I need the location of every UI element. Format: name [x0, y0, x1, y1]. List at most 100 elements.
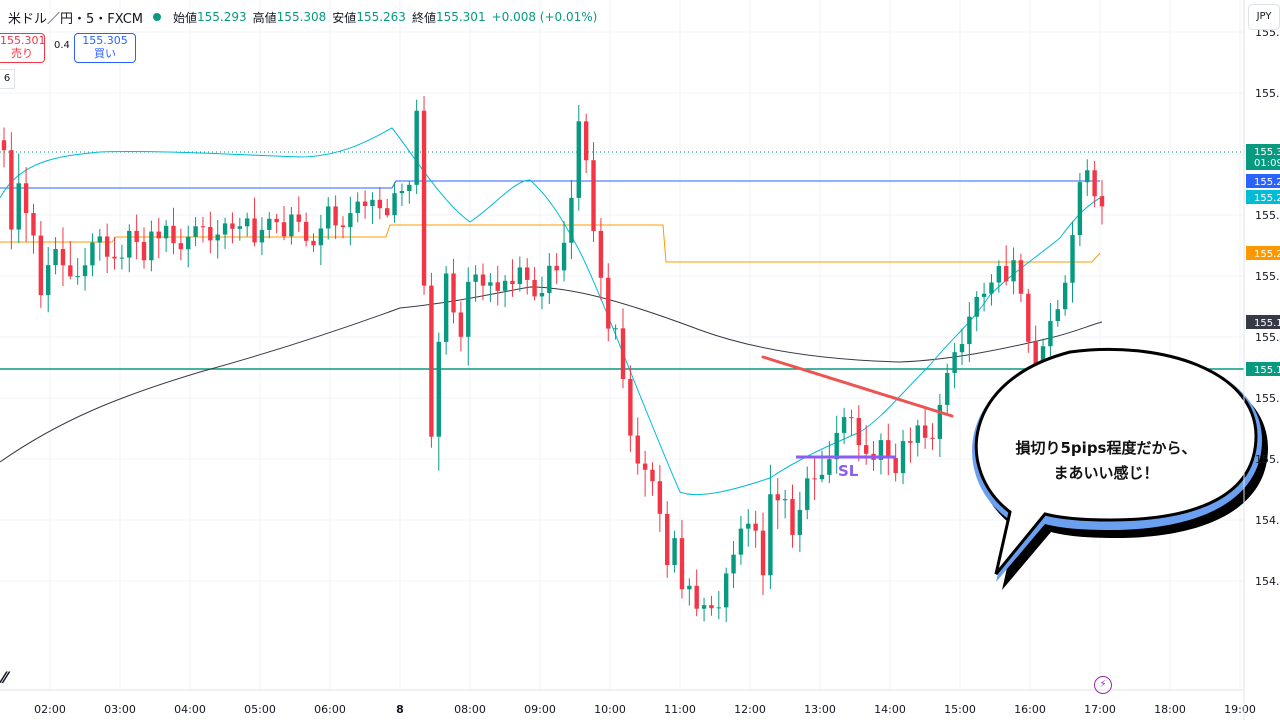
candle-body: [267, 218, 272, 230]
candle-body: [539, 293, 545, 297]
candle-body: [547, 265, 552, 294]
candle-body: [171, 225, 176, 244]
candle-body: [1070, 235, 1075, 283]
candle-body: [576, 121, 581, 198]
candle-body: [119, 257, 125, 259]
candle-body: [362, 201, 368, 206]
candle-body: [893, 458, 898, 474]
candle-body: [296, 214, 301, 222]
time-tick-label: 02:00: [34, 703, 66, 716]
candle-body: [68, 265, 73, 277]
price-tag-label: 155.2: [1254, 177, 1280, 188]
sell-price: 155.301: [0, 34, 46, 47]
sell-button[interactable]: 155.301 売り: [0, 33, 46, 63]
candle-body: [775, 494, 780, 501]
candle-body: [1055, 309, 1060, 322]
price-tag: [1246, 174, 1280, 188]
candle-body: [945, 372, 950, 405]
candle-body: [436, 341, 441, 437]
candle-body: [311, 240, 316, 246]
candle-body: [569, 197, 574, 243]
close-value: 155.301: [435, 10, 486, 24]
candle-body: [230, 223, 235, 229]
candle-body: [1099, 196, 1105, 207]
candle-body: [318, 228, 324, 246]
candle-body: [554, 265, 559, 271]
candle-body: [215, 234, 220, 241]
candle-body: [451, 273, 456, 313]
candle-body: [1077, 182, 1083, 236]
candle-body: [841, 417, 847, 433]
slow-moving-average: [0, 286, 1103, 463]
price-tick-label: 155.1: [1255, 270, 1280, 283]
candle-body: [967, 316, 972, 345]
candle-body: [672, 538, 677, 566]
candle-body: [996, 266, 1002, 283]
candle-body: [222, 223, 228, 235]
candle-body: [178, 243, 184, 250]
candle-body: [340, 225, 346, 228]
candle-body: [937, 404, 943, 439]
spread-value: 0.4: [54, 40, 70, 51]
candle-body: [60, 248, 66, 266]
candle-body: [738, 528, 744, 555]
candle-body: [75, 276, 80, 278]
low-value: 155.263: [356, 10, 406, 24]
price-tick-label: 155.0: [1255, 453, 1280, 466]
candle-body: [635, 435, 640, 464]
candle-body: [974, 296, 979, 317]
candle-body: [922, 425, 928, 438]
candle-body: [289, 214, 294, 237]
candle-body: [900, 441, 906, 474]
candle-body: [466, 281, 471, 337]
candle-body: [782, 499, 788, 501]
time-tick-label: 10:00: [594, 703, 626, 716]
price-tick-label: 155.3: [1255, 87, 1280, 100]
candle-body: [237, 226, 243, 229]
candle-body: [134, 230, 139, 242]
price-tick-label: 154.9: [1255, 514, 1280, 527]
time-tick-label: 05:00: [244, 703, 276, 716]
candle-body: [200, 226, 206, 228]
price-tag-label: 155.3: [1254, 147, 1280, 158]
candle-body: [731, 554, 736, 574]
buy-button[interactable]: 155.305 買い: [74, 33, 136, 63]
candle-body: [1011, 260, 1016, 282]
price-tag: [1246, 190, 1280, 204]
candle-body: [377, 199, 383, 209]
time-tick-label: 06:00: [314, 703, 346, 716]
tradingview-logo[interactable]: ⁄⁄: [2, 668, 8, 687]
candle-body: [488, 282, 493, 286]
candle-body: [723, 573, 729, 608]
candle-body: [878, 440, 884, 460]
high-label: 高値: [252, 10, 277, 25]
time-tick-label: 08:00: [454, 703, 486, 716]
blue-level-line: [0, 180, 1100, 189]
candle-body: [421, 110, 427, 286]
candle-body: [23, 183, 29, 214]
price-tag: [1246, 315, 1280, 329]
candle-body: [208, 227, 213, 241]
candle-body: [163, 225, 169, 239]
time-tick-label: 13:00: [804, 703, 836, 716]
candle-body: [606, 277, 611, 329]
symbol-title[interactable]: 米ドル／円・5・FXCM: [8, 11, 144, 27]
candle-body: [46, 265, 51, 296]
candle-body: [886, 440, 891, 459]
candle-body: [812, 478, 817, 480]
drawings: [761, 347, 1268, 590]
currency-button[interactable]: JPY: [1248, 4, 1280, 30]
chart-header: 米ドル／円・5・FXCM 始値 155.293 高値 155.308 安値 155.2…: [0, 0, 597, 34]
candle-body: [186, 236, 191, 250]
lightning-icon[interactable]: ⚡: [1094, 676, 1112, 694]
candle-body: [642, 463, 648, 470]
side-badge[interactable]: 6: [0, 69, 15, 89]
price-tag-label: 155.1: [1254, 365, 1280, 376]
time-tick-label: 17:00: [1084, 703, 1116, 716]
candle-body: [274, 218, 279, 223]
market-status-icon: [153, 13, 162, 21]
time-tick-label: 03:00: [104, 703, 136, 716]
candle-body: [665, 513, 670, 566]
close-label: 終値: [411, 10, 436, 25]
